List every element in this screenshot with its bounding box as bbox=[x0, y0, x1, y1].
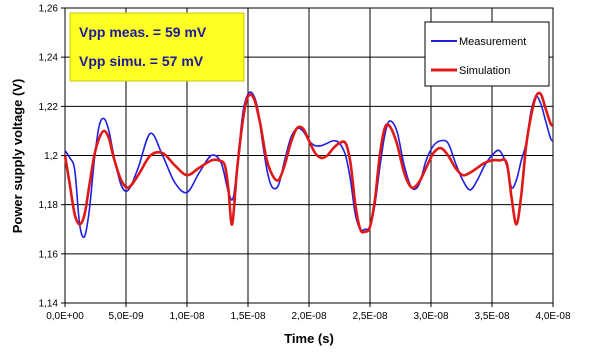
y-tick-label: 1,2 bbox=[44, 151, 58, 162]
x-tick-label: 0,0E+00 bbox=[46, 311, 84, 322]
legend-label-measurement: Measurement bbox=[459, 36, 526, 48]
series-lines bbox=[63, 91, 554, 239]
annotation-vpp-meas: Vpp meas. = 59 mV bbox=[79, 24, 207, 40]
x-tick-label: 1,0E-08 bbox=[169, 311, 204, 322]
x-tick-label: 3,0E-08 bbox=[413, 311, 448, 322]
legend: Measurement Simulation bbox=[424, 21, 550, 87]
y-tick-label: 1,14 bbox=[39, 299, 59, 310]
y-tick-label: 1,22 bbox=[39, 102, 59, 113]
y-tick-label: 1,24 bbox=[39, 53, 59, 64]
series-line-simulation bbox=[63, 91, 554, 234]
annotation-vpp-simu: Vpp simu. = 57 mV bbox=[79, 53, 204, 69]
y-tick-label: 1,18 bbox=[39, 200, 59, 211]
x-tick-label: 2,5E-08 bbox=[352, 311, 387, 322]
y-tick-label: 1,16 bbox=[39, 249, 59, 260]
annotation-box: Vpp meas. = 59 mV Vpp simu. = 57 mV bbox=[69, 12, 245, 82]
x-tick-labels: 0,0E+00 5,0E-09 1,0E-08 1,5E-08 2,0E-08 2,5E-… bbox=[46, 303, 571, 322]
legend-label-simulation: Simulation bbox=[459, 65, 510, 77]
series-line-measurement bbox=[64, 91, 554, 239]
x-axis-title: Time (s) bbox=[284, 331, 334, 346]
annotation-background bbox=[69, 12, 245, 82]
x-tick-label: 4,0E-08 bbox=[535, 311, 570, 322]
y-axis-title: Power supply voltage (V) bbox=[10, 79, 25, 234]
x-tick-label: 3,5E-08 bbox=[474, 311, 509, 322]
x-tick-label: 5,0E-09 bbox=[108, 311, 143, 322]
y-tick-label: 1,26 bbox=[39, 4, 59, 15]
x-tick-label: 2,0E-08 bbox=[291, 311, 326, 322]
y-tick-labels: 1,14 1,16 1,18 1,2 1,22 1,24 1,26 bbox=[39, 4, 65, 310]
x-tick-label: 1,5E-08 bbox=[230, 311, 265, 322]
legend-box bbox=[424, 21, 550, 87]
